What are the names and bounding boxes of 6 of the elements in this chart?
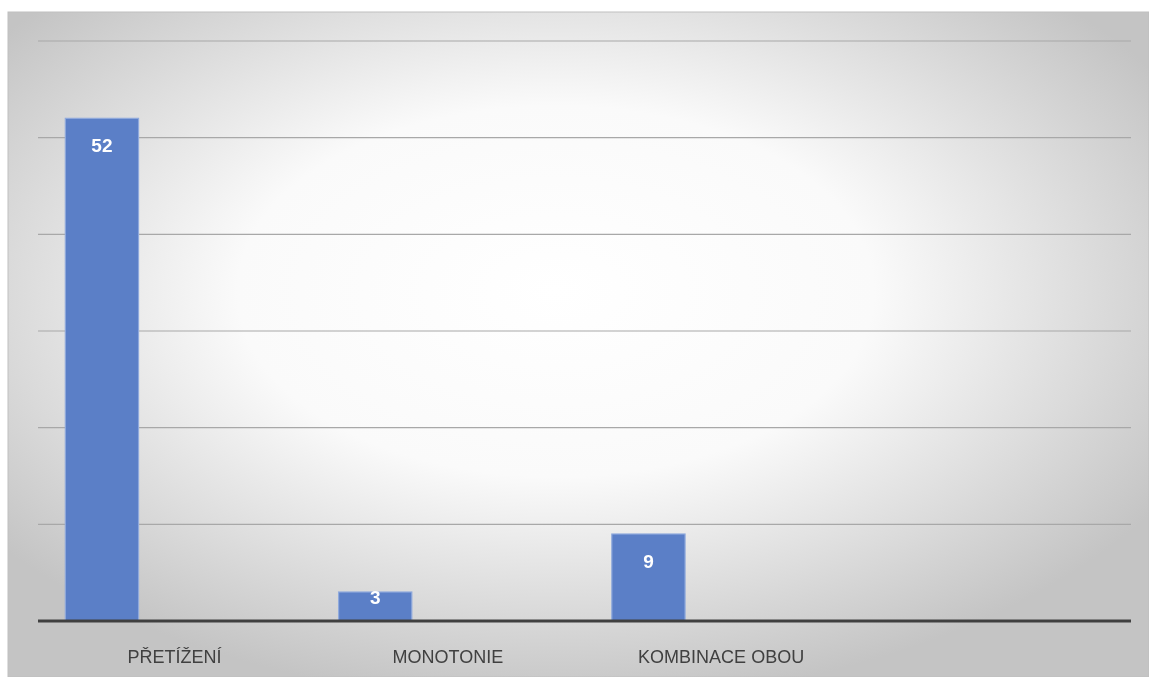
x-tick-label: MONOTONIE <box>392 647 504 667</box>
data-label: 52 <box>91 135 113 157</box>
x-tick-label: PŘETÍŽENÍ <box>127 647 222 667</box>
data-label: 9 <box>643 551 654 572</box>
x-tick-label: KOMBINACE OBOU <box>638 647 805 667</box>
data-label: 3 <box>369 587 381 608</box>
